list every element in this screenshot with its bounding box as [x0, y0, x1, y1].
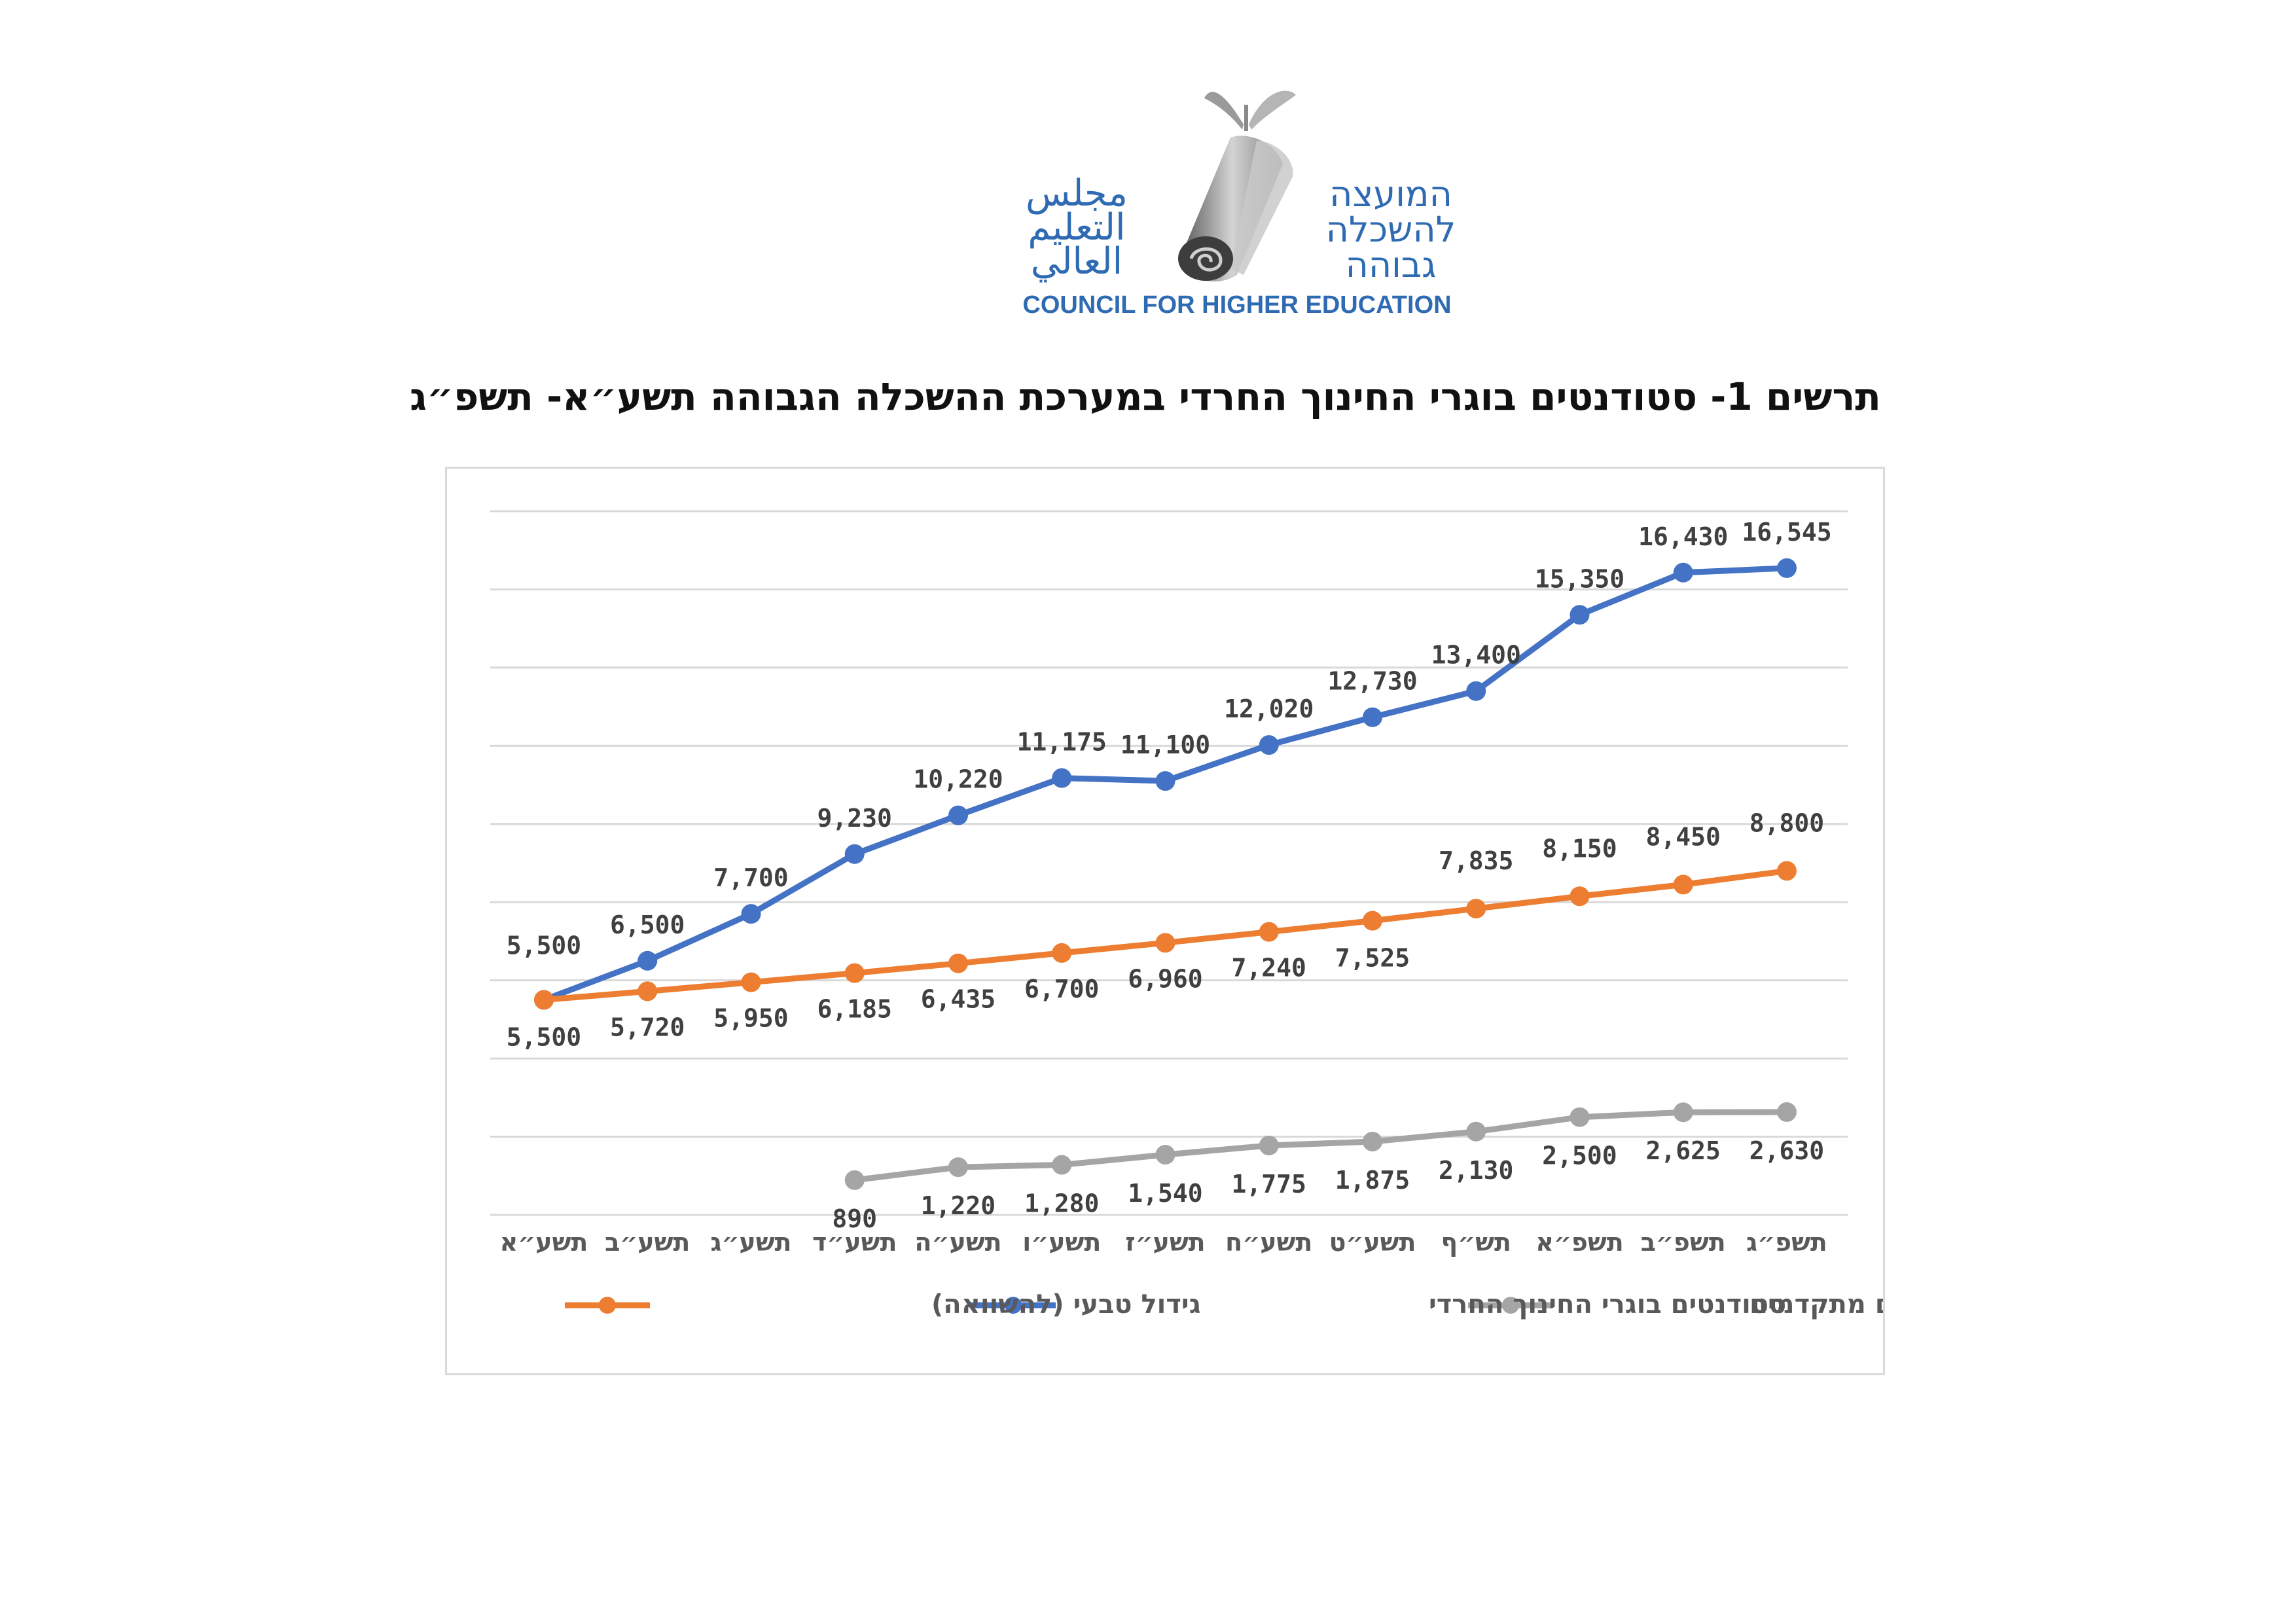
haredi_students-data-label: 16,545	[1742, 518, 1831, 547]
legend-label: סטודנטים בוגרי החינוך החרדי	[1429, 1290, 1786, 1320]
natural_growth-data-label: 8,150	[1542, 834, 1617, 863]
haredi_students-data-label: 11,175	[1017, 728, 1107, 757]
haredi_students-data-label: 10,220	[913, 765, 1003, 794]
natural_growth-point	[1777, 861, 1797, 881]
x-tick-label: תשפ״ג	[1746, 1228, 1827, 1257]
advanced_degrees-point	[1259, 1135, 1279, 1155]
advanced_degrees-data-label: 2,500	[1542, 1142, 1617, 1170]
haredi_students-point	[1259, 735, 1279, 755]
natural_growth-data-label: 7,525	[1335, 944, 1410, 973]
natural_growth-point	[1570, 886, 1590, 907]
advanced_degrees-data-label: 1,875	[1335, 1166, 1410, 1195]
advanced_degrees-data-label: 890	[832, 1204, 877, 1233]
x-tick-label: תשע״א	[500, 1228, 588, 1257]
haredi_students-point	[1052, 768, 1072, 788]
natural_growth-point	[741, 972, 761, 992]
x-tick-label: תשע״ז	[1125, 1228, 1205, 1257]
haredi_students-data-label: 12,730	[1327, 667, 1417, 696]
x-tick-label: תש״ף	[1441, 1228, 1511, 1257]
x-tick-label: תשפ״ב	[1641, 1228, 1726, 1257]
natural_growth-data-label: 8,450	[1646, 822, 1721, 851]
legend-label: גידול טבעי (להשוואה)	[931, 1290, 1201, 1320]
natural_growth-point	[1155, 933, 1175, 953]
haredi_students-point	[948, 805, 968, 825]
natural_growth-data-label: 6,700	[1024, 975, 1099, 1003]
haredi_students-point	[1363, 707, 1382, 727]
natural_growth-point	[1052, 943, 1072, 963]
natural_growth-point	[1466, 899, 1486, 919]
haredi_students-point	[1466, 681, 1486, 701]
haredi_students-data-label: 13,400	[1431, 641, 1521, 670]
haredi_students-data-label: 16,430	[1638, 522, 1728, 551]
legend-swatch-marker	[599, 1297, 616, 1314]
advanced_degrees-data-label: 2,625	[1646, 1136, 1721, 1165]
advanced_degrees-point	[948, 1157, 968, 1178]
haredi_students-data-label: 15,350	[1535, 564, 1624, 593]
haredi_students-data-label: 7,700	[713, 863, 788, 892]
natural_growth-data-label: 6,960	[1128, 964, 1202, 993]
advanced_degrees-point	[844, 1170, 865, 1190]
haredi_students-data-label: 11,100	[1121, 731, 1210, 759]
advanced_degrees-point	[1570, 1107, 1590, 1127]
advanced_degrees-data-label: 1,540	[1128, 1179, 1202, 1208]
natural_growth-data-label: 6,185	[817, 995, 892, 1024]
haredi_students-data-label: 12,020	[1224, 695, 1314, 723]
natural_growth-point	[637, 981, 658, 1001]
x-tick-label: תשע״ד	[812, 1228, 897, 1257]
haredi_students-point	[1570, 605, 1590, 625]
logo-arabic-text: مجلس التعليم العالي	[1025, 172, 1128, 283]
advanced_degrees-point	[1466, 1121, 1486, 1142]
advanced_degrees-point	[1052, 1155, 1072, 1175]
haredi_students-point	[741, 904, 761, 924]
advanced_degrees-data-label: 2,630	[1749, 1136, 1824, 1165]
x-tick-label: תשע״ג	[710, 1228, 791, 1257]
advanced_degrees-data-label: 2,130	[1439, 1156, 1513, 1185]
legend-label: תארים מתקדמים	[1749, 1290, 1883, 1320]
legend-swatch-marker	[1502, 1297, 1519, 1314]
natural_growth-point	[1363, 911, 1382, 931]
natural_growth-data-label: 7,835	[1439, 846, 1513, 875]
x-tick-label: תשע״ט	[1329, 1228, 1416, 1257]
natural_growth-point	[1259, 922, 1279, 942]
haredi_students-data-label: 9,230	[817, 804, 892, 833]
logo-hebrew-text: המועצה להשכלה גבוהה	[1325, 173, 1456, 285]
line-chart: תשע״א תשע״ב תשע״ג תשע״ד תשע״ה תשע״ו תשע״ז תשע״ח…	[490, 510, 1883, 1320]
chart-title: תרשים 1- סטודנטים בוגרי החינוך החרדי במע…	[410, 374, 1881, 419]
x-tick-label: תשע״ה	[914, 1228, 1001, 1257]
advanced_degrees-point	[1673, 1102, 1693, 1123]
advanced_degrees-data-label: 1,280	[1024, 1189, 1099, 1218]
x-tick-label: תשע״ב	[605, 1228, 690, 1257]
advanced_degrees-line	[854, 1109, 1787, 1183]
legend-swatch-marker	[1005, 1297, 1022, 1314]
advanced_degrees-data-label: 1,775	[1232, 1170, 1306, 1199]
advanced_degrees-data-label: 1,220	[921, 1191, 996, 1220]
natural_growth-point	[534, 990, 554, 1010]
chart-frame: תשע״א תשע״ב תשע״ג תשע״ד תשע״ה תשע״ו תשע״ז תשע״ח…	[445, 467, 1885, 1375]
natural_growth-point	[1673, 875, 1693, 895]
haredi_students-data-label: 6,500	[610, 911, 685, 939]
haredi_students-point	[1777, 558, 1797, 578]
haredi_students-point	[637, 950, 658, 971]
natural_growth-data-label: 5,720	[610, 1013, 685, 1041]
x-tick-label: תשפ״א	[1535, 1228, 1623, 1257]
x-tick-label: תשע״ח	[1225, 1228, 1312, 1257]
advanced_degrees-point	[1155, 1145, 1175, 1165]
natural_growth-data-label: 7,240	[1232, 954, 1306, 983]
natural_growth-point	[948, 953, 968, 973]
logo-english-text: COUNCIL FOR HIGHER EDUCATION	[1022, 291, 1452, 319]
advanced_degrees-point	[1777, 1102, 1797, 1122]
natural_growth-point	[844, 963, 865, 983]
natural_growth-data-label: 8,800	[1749, 808, 1824, 837]
natural_growth-data-label: 6,435	[921, 985, 996, 1014]
natural_growth-data-label: 5,500	[507, 1023, 581, 1052]
haredi_students-point	[844, 844, 865, 864]
natural_growth-data-label: 5,950	[713, 1004, 788, 1033]
haredi_students-data-label: 5,500	[507, 931, 581, 960]
scroll-sprout-icon	[1178, 90, 1296, 281]
advanced_degrees-point	[1363, 1132, 1382, 1152]
x-tick-label: תשע״ו	[1022, 1228, 1101, 1257]
council-logo: המועצה להשכלה גבוהה مجلس التعليم العالي …	[1008, 79, 1466, 327]
haredi_students-point	[1673, 562, 1693, 583]
haredi_students-point	[1155, 771, 1175, 791]
